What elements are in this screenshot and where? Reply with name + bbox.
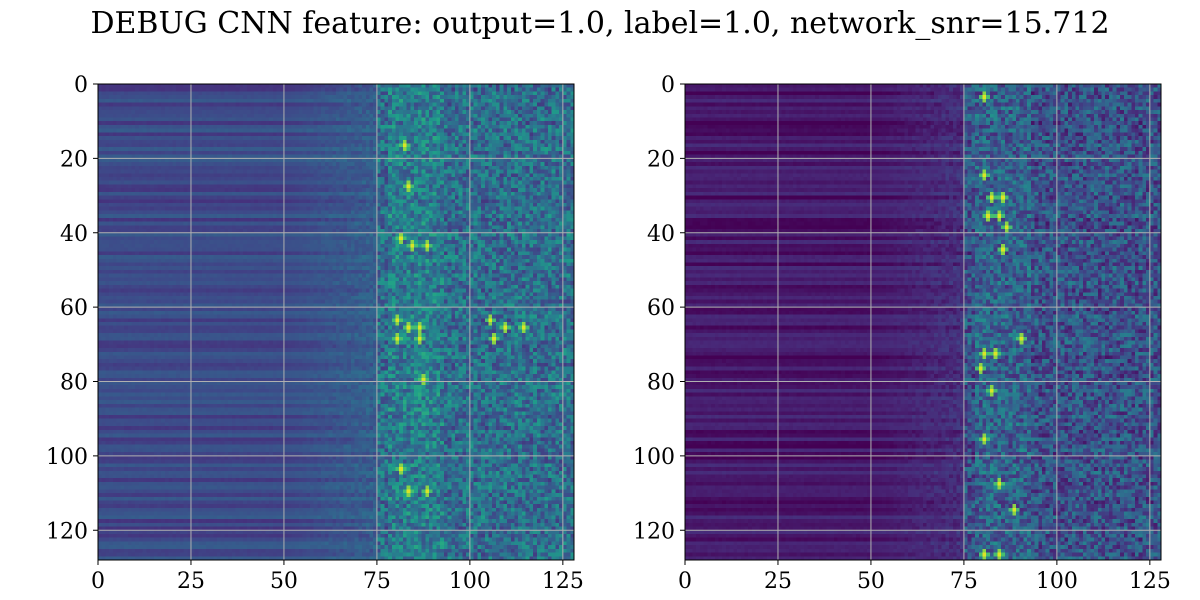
right-x-tick-label: 25 [764,569,792,594]
right-x-tick-label: 75 [950,569,978,594]
figure-title: DEBUG CNN feature: output=1.0, label=1.0… [90,6,1110,41]
right-x-tick-label: 125 [1129,569,1171,594]
left-x-tick-label: 50 [270,569,298,594]
left-y-tick-label: 100 [46,445,88,470]
left-heatmap-image [98,84,574,560]
right-y-tick-label: 60 [647,296,675,321]
right-ticks: 0 25 50 75 100 125 0 20 40 60 80 100 120 [633,73,1171,594]
left-y-tick-label: 80 [60,371,88,396]
right-y-tick-label: 120 [633,519,675,544]
right-x-tick-label: 0 [678,569,692,594]
left-x-tick-label: 0 [91,569,105,594]
left-x-tick-label: 100 [449,569,491,594]
right-grid [685,84,1161,560]
left-x-tick-label: 125 [542,569,584,594]
right-y-tick-label: 80 [647,371,675,396]
left-x-tick-label: 75 [363,569,391,594]
right-heatmap-image [685,84,1161,560]
left-y-tick-label: 20 [60,147,88,172]
right-x-tick-label: 100 [1036,569,1078,594]
left-y-tick-label: 40 [60,222,88,247]
right-x-tick-label: 50 [857,569,885,594]
left-y-tick-label: 120 [46,519,88,544]
right-heatmap-panel: 0 25 50 75 100 125 0 20 40 60 80 100 120 [633,73,1171,594]
right-y-tick-label: 0 [661,73,675,98]
left-heatmap-panel: 0 25 50 75 100 125 0 20 40 60 80 100 120 [46,73,584,594]
left-y-tick-label: 0 [74,73,88,98]
left-grid [98,84,574,560]
left-y-tick-label: 60 [60,296,88,321]
right-axes-frame [684,83,1162,561]
right-y-tick-label: 20 [647,147,675,172]
left-axes-frame [97,83,575,561]
right-y-tick-label: 40 [647,222,675,247]
left-x-tick-label: 25 [177,569,205,594]
left-ticks: 0 25 50 75 100 125 0 20 40 60 80 100 120 [46,73,584,594]
right-y-tick-label: 100 [633,445,675,470]
